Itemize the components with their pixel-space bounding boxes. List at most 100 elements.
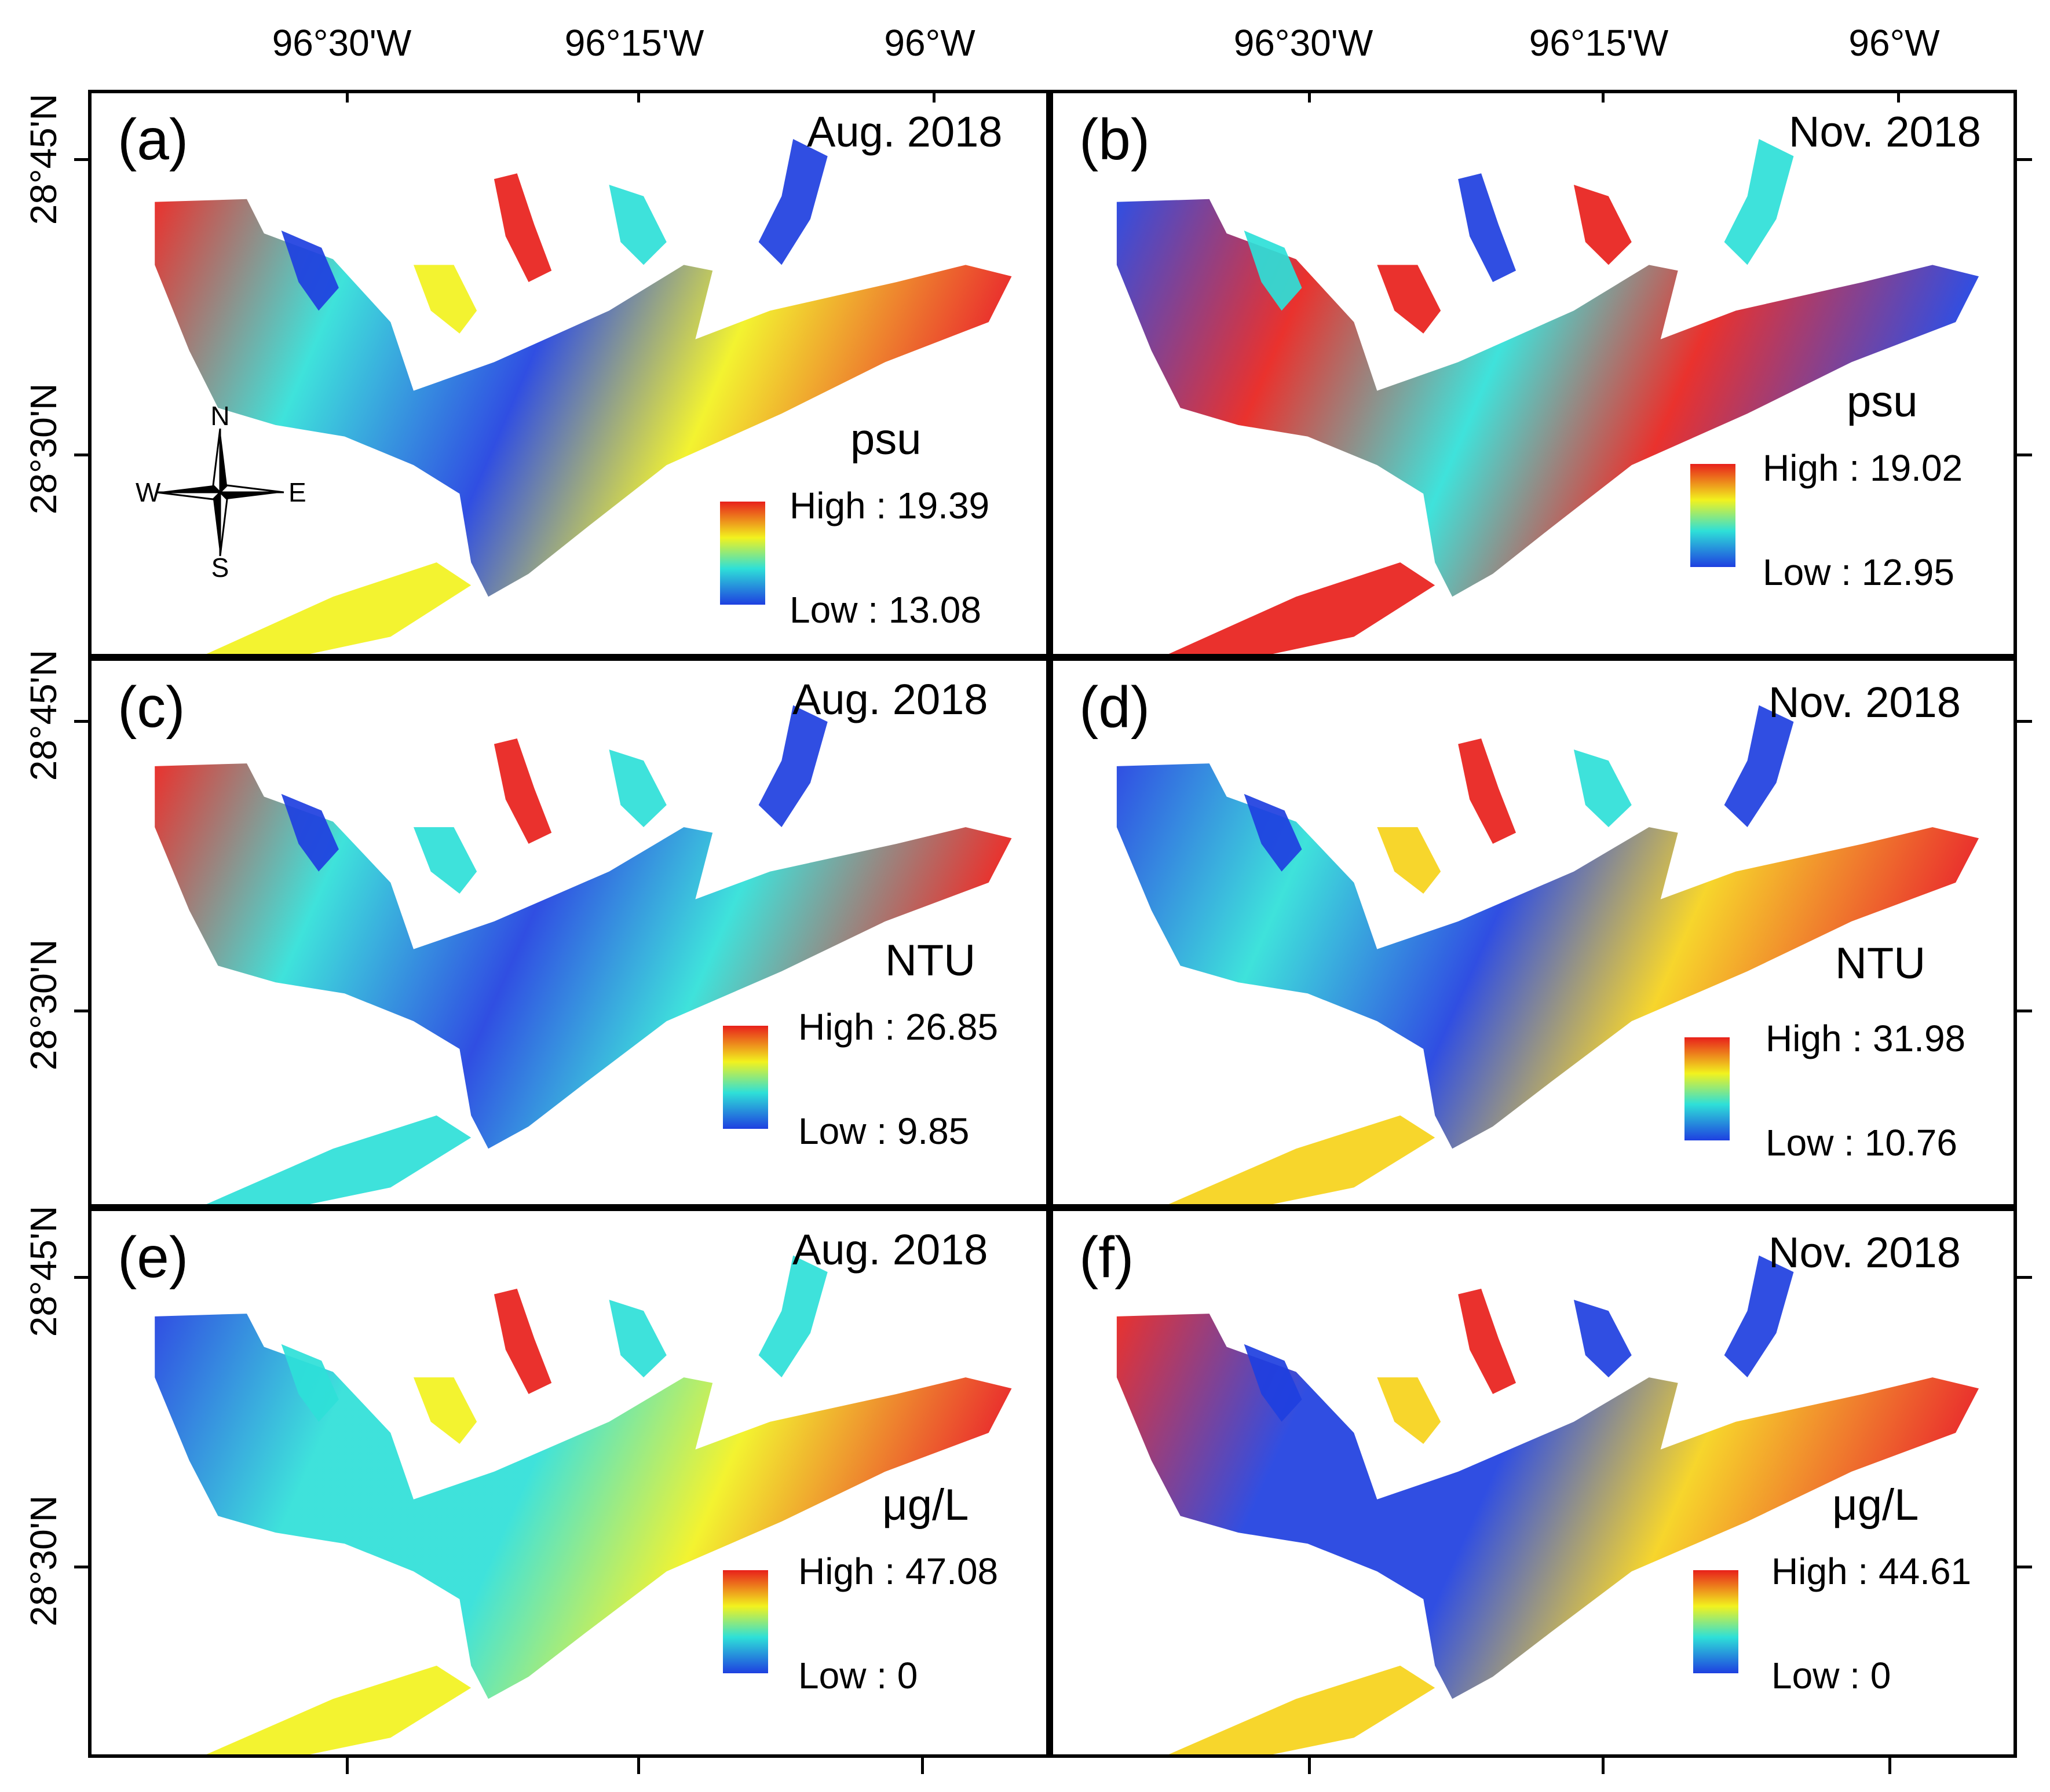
tributary-region	[1458, 173, 1517, 282]
legend-low-value: 0	[897, 1655, 918, 1696]
tributary-region	[281, 793, 339, 872]
legend-unit: NTU	[885, 936, 976, 985]
tributary-region	[1377, 265, 1441, 334]
tributary-region	[1573, 1300, 1632, 1378]
panel-b: (b) Nov. 2018 psu High : 19.02 Low : 12.95	[1050, 90, 2017, 657]
legend-high: High : 19.39	[790, 487, 989, 524]
tributary-region	[494, 173, 552, 282]
legend-low-value: 9.85	[897, 1110, 970, 1152]
frame-tick	[637, 1758, 640, 1774]
panel-date: Aug. 2018	[807, 108, 1003, 156]
panel-date: Aug. 2018	[792, 675, 988, 723]
legend-low: Low : 10.76	[1766, 1124, 1957, 1161]
water-quality-map-f	[1116, 1255, 1979, 1754]
bay-region	[155, 763, 1012, 1149]
tributary-region	[609, 185, 667, 265]
legend-low: Low : 13.08	[790, 591, 981, 628]
legend-low-prefix: Low :	[1763, 551, 1862, 593]
panel-c: (c) Aug. 2018 NTU High : 26.85 Low : 9.85	[88, 657, 1050, 1208]
legend-low: Low : 12.95	[1763, 554, 1954, 591]
lat-label-r1-bottom: 28°30'N	[23, 383, 64, 515]
frame-tick	[1602, 1758, 1605, 1774]
panel-date: Nov. 2018	[1789, 108, 1981, 156]
frame-tick	[2017, 1010, 2032, 1012]
legend-low-value: 13.08	[888, 589, 981, 631]
tributary-region	[1458, 738, 1517, 844]
barrier-island-region	[206, 1665, 472, 1754]
legend-high-prefix: High :	[790, 485, 897, 526]
tributary-region	[1573, 749, 1632, 828]
barrier-island-region	[1168, 1115, 1435, 1204]
legend-high: High : 31.98	[1766, 1020, 1965, 1057]
lon-label-2: 96°15'W	[564, 22, 704, 64]
legend-low-prefix: Low :	[798, 1110, 897, 1152]
barrier-island-region	[1168, 562, 1435, 654]
legend-low: Low : 0	[798, 1657, 918, 1694]
bay-region	[155, 1314, 1012, 1699]
legend-high-prefix: High :	[798, 1550, 905, 1592]
legend-color-ramp	[1693, 1570, 1738, 1673]
tributary-region	[281, 1344, 339, 1422]
legend-high-value: 47.08	[905, 1550, 999, 1592]
panel-label: (f)	[1079, 1225, 1134, 1290]
tributary-region	[1244, 231, 1302, 311]
legend-low-prefix: Low :	[1766, 1122, 1865, 1164]
frame-tick	[2017, 454, 2032, 456]
panel-date: Aug. 2018	[792, 1226, 988, 1274]
legend-high-value: 31.98	[1872, 1018, 1966, 1059]
tributary-region	[413, 265, 477, 334]
legend-high-prefix: High :	[1766, 1018, 1873, 1059]
frame-tick	[74, 1010, 88, 1012]
tributary-region	[1377, 1377, 1441, 1444]
tributary-region	[281, 231, 339, 311]
legend-high-prefix: High :	[1771, 1550, 1879, 1592]
frame-tick	[933, 90, 936, 103]
legend-color-ramp	[723, 1026, 768, 1129]
tributary-region	[1244, 793, 1302, 872]
frame-tick	[74, 1566, 88, 1568]
water-quality-map-d	[1116, 705, 1979, 1204]
panel-label: (a)	[118, 107, 189, 172]
tributary-region	[413, 1377, 477, 1444]
legend-low-prefix: Low :	[790, 589, 889, 631]
panel-d: (d) Nov. 2018 NTU High : 31.98 Low : 10.76	[1050, 657, 2017, 1208]
lon-label-1: 96°30'W	[272, 22, 412, 64]
lon-label-3: 96°W	[884, 22, 975, 64]
barrier-island-region	[1168, 1665, 1435, 1754]
legend-high: High : 19.02	[1763, 449, 1963, 487]
frame-tick	[1897, 90, 1900, 103]
lat-label-r2-top: 28°45'N	[23, 649, 64, 781]
water-quality-map-a	[155, 139, 1012, 654]
legend-unit: psu	[850, 415, 922, 464]
panel-e: (e) Aug. 2018 μg/L High : 47.08 Low : 0	[88, 1208, 1050, 1758]
legend-low-prefix: Low :	[1771, 1655, 1870, 1696]
tributary-region	[413, 827, 477, 894]
tributary-region	[1724, 705, 1794, 828]
legend-low-value: 0	[1870, 1655, 1891, 1696]
legend-unit: μg/L	[1832, 1480, 1919, 1530]
frame-tick	[74, 158, 88, 161]
tributary-region	[758, 139, 828, 265]
tributary-region	[758, 1255, 828, 1378]
legend-low-value: 10.76	[1864, 1122, 1957, 1164]
barrier-island-region	[206, 562, 472, 654]
tributary-region	[1724, 1255, 1794, 1378]
frame-tick	[637, 90, 640, 103]
compass-w: W	[136, 477, 161, 507]
legend-unit: μg/L	[882, 1480, 969, 1530]
water-quality-map-e	[155, 1255, 1012, 1754]
legend-color-ramp	[1684, 1037, 1730, 1140]
legend-high: High : 44.61	[1771, 1553, 1971, 1590]
panel-label: (e)	[118, 1225, 189, 1290]
frame-tick	[346, 1758, 349, 1774]
legend-unit: psu	[1847, 377, 1918, 426]
lat-label-r1-top: 28°45'N	[23, 93, 64, 225]
legend-high-value: 19.39	[896, 485, 990, 526]
water-quality-map-b	[1116, 139, 1979, 654]
legend-high-prefix: High :	[1763, 447, 1870, 489]
legend-low-prefix: Low :	[798, 1655, 897, 1696]
tributary-region	[609, 749, 667, 828]
compass-rose-icon: N S E W	[136, 405, 306, 579]
panel-label: (b)	[1079, 107, 1150, 172]
